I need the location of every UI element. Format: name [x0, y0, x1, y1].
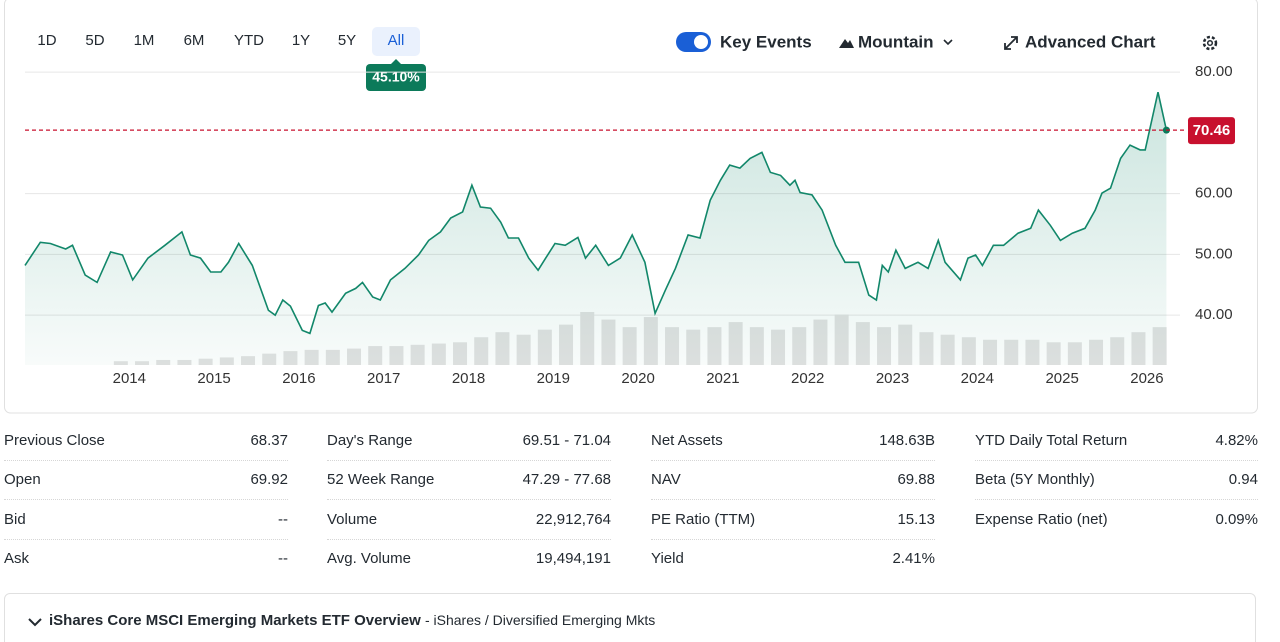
stat-label: Net Assets — [651, 432, 723, 449]
stat-label: Bid — [4, 511, 26, 528]
x-tick-label: 2015 — [197, 370, 230, 387]
overview-subtitle: - iShares / Diversified Emerging Mkts — [424, 612, 656, 628]
row-separator — [651, 460, 935, 461]
stat-value: -- — [278, 511, 288, 528]
return-badge — [366, 64, 426, 91]
range-button[interactable]: 1D — [37, 32, 56, 49]
range-button[interactable]: 5Y — [338, 32, 356, 49]
stat-value: 69.88 — [897, 471, 935, 488]
range-button[interactable]: 6M — [184, 32, 205, 49]
row-separator — [327, 460, 611, 461]
stat-value: 148.63B — [879, 432, 935, 449]
stat-value: -- — [278, 550, 288, 567]
x-tick-label: 2026 — [1130, 370, 1163, 387]
badge-pointer — [391, 59, 401, 64]
price-line — [24, 92, 1168, 335]
stat-label: Open — [4, 471, 41, 488]
mountain-icon — [839, 39, 854, 48]
expand-icon — [1004, 36, 1018, 50]
stat-label: PE Ratio (TTM) — [651, 511, 756, 528]
y-tick-label: 50.00 — [1195, 245, 1233, 262]
stat-value: 68.37 — [250, 432, 288, 449]
row-separator — [651, 499, 935, 500]
stat-label: YTD Daily Total Return — [975, 432, 1128, 449]
stat-label: Ask — [4, 550, 30, 567]
key-events-label[interactable]: Key Events — [720, 32, 812, 51]
stat-value: 19,494,191 — [535, 550, 611, 567]
row-separator — [327, 499, 611, 500]
range-button[interactable]: YTD — [234, 32, 264, 49]
row-separator — [4, 460, 288, 461]
x-tick-label: 2024 — [961, 370, 994, 387]
x-tick-label: 2016 — [282, 370, 315, 387]
y-tick-label: 40.00 — [1195, 306, 1233, 323]
x-tick-label: 2019 — [537, 370, 570, 387]
x-tick-label: 2023 — [876, 370, 909, 387]
y-tick-label: 60.00 — [1195, 185, 1233, 202]
stat-value: 2.41% — [892, 550, 935, 567]
overview-title: iShares Core MSCI Emerging Markets ETF O… — [49, 612, 421, 629]
chart-type[interactable]: Mountain — [858, 32, 934, 51]
chevron — [943, 39, 953, 46]
overview-bar[interactable]: iShares Core MSCI Emerging Markets ETF O… — [4, 593, 1256, 642]
area-fill — [25, 92, 1167, 365]
stat-label: Yield — [651, 550, 684, 567]
range-button[interactable]: 5D — [85, 32, 104, 49]
range-button[interactable]: All — [388, 32, 405, 49]
chart-card: Key Events Mountain Advanced Chart 1D 5D 1… — [4, 0, 1258, 414]
range-selected-bg — [372, 27, 420, 56]
advanced-chart[interactable]: Advanced Chart — [1025, 32, 1156, 51]
stat-value: 4.82% — [1215, 432, 1258, 449]
current-price-text: 70.46 — [1193, 122, 1231, 139]
x-tick-label: 2017 — [367, 370, 400, 387]
row-separator — [4, 539, 288, 540]
x-tick-label: 2021 — [706, 370, 739, 387]
stat-label: Volume — [327, 511, 378, 528]
settings-icon[interactable] — [1202, 35, 1218, 51]
current-price-badge — [1188, 117, 1235, 145]
stat-label: Expense Ratio (net) — [975, 511, 1108, 528]
stat-label: 52 Week Range — [327, 471, 435, 488]
stat-value: 69.92 — [250, 471, 288, 488]
row-separator — [975, 499, 1258, 500]
gear — [1202, 35, 1218, 51]
x-tick-label: 2018 — [452, 370, 485, 387]
overview-text: iShares Core MSCI Emerging Markets ETF O… — [49, 612, 655, 629]
row-separator — [651, 539, 935, 540]
y-tick-label: 80.00 — [1195, 63, 1233, 80]
stat-value: 69.51 - 71.04 — [522, 432, 611, 449]
stat-label: Day's Range — [327, 432, 413, 449]
x-tick-label: 2025 — [1045, 370, 1078, 387]
stat-value: 0.94 — [1228, 471, 1258, 488]
stat-label: Previous Close — [4, 432, 105, 449]
row-separator — [327, 539, 611, 540]
row-separator — [975, 460, 1258, 461]
stat-label: Beta (5Y Monthly) — [975, 471, 1095, 488]
row-separator — [4, 499, 288, 500]
x-tick-label: 2020 — [621, 370, 654, 387]
card-border — [4, 0, 1258, 414]
overview-chevron — [28, 618, 42, 627]
stat-value: 0.09% — [1215, 511, 1258, 528]
x-tick-label: 2022 — [791, 370, 824, 387]
range-button[interactable]: 1M — [134, 32, 155, 49]
stat-value: 15.13 — [897, 511, 935, 528]
range-button[interactable]: 1Y — [292, 32, 310, 49]
stat-value: 22,912,764 — [535, 511, 611, 528]
return-badge-text: 45.10% — [372, 69, 420, 85]
gear-hub — [1206, 39, 1214, 47]
chevron-path — [28, 618, 42, 627]
x-tick-label: 2014 — [113, 370, 146, 387]
stat-value: 47.29 - 77.68 — [522, 471, 611, 488]
toggle-knob — [694, 35, 708, 49]
stat-label: NAV — [651, 471, 681, 488]
stat-label: Avg. Volume — [327, 550, 411, 567]
